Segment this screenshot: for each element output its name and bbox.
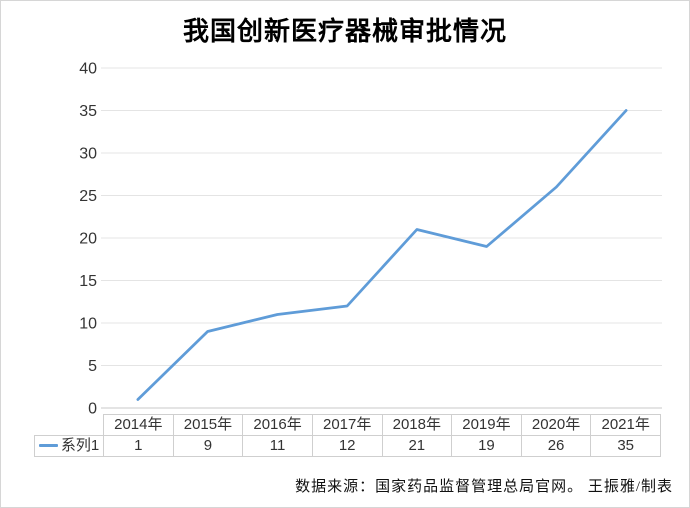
year-header-cell: 2018年	[381, 414, 453, 436]
y-tick-label: 15	[79, 273, 97, 290]
y-tick-label: 40	[79, 61, 97, 78]
year-header-row: 2014年 2015年 2016年 2017年 2018年 2019年 2020年 2021年	[35, 414, 661, 436]
y-tick-label: 30	[79, 146, 97, 163]
y-tick-label: 25	[79, 188, 97, 205]
year-header-cell: 2019年	[451, 414, 522, 436]
value-cell: 12	[311, 435, 383, 457]
value-cell: 19	[451, 435, 522, 457]
y-tick-label: 0	[88, 401, 97, 418]
year-header-cell: 2020年	[520, 414, 592, 436]
y-tick-label: 5	[88, 358, 97, 375]
y-tick-label: 20	[79, 231, 97, 248]
data-source-note: 数据来源：国家药品监督管理总局官网。 王振雅/制表	[295, 479, 673, 495]
value-cell: 35	[590, 435, 661, 457]
value-cell: 21	[381, 435, 453, 457]
value-cell: 11	[242, 435, 313, 457]
data-table: 2014年 2015年 2016年 2017年 2018年 2019年 2020年 2021年…	[34, 414, 661, 457]
year-header-cell: 2016年	[242, 414, 313, 436]
value-cell: 26	[520, 435, 592, 457]
y-tick-label: 35	[79, 103, 97, 120]
legend-label: 系列1	[60, 437, 100, 454]
value-cell: 9	[172, 435, 244, 457]
year-header-cell: 2017年	[311, 414, 383, 436]
series-value-row: 系列1 1 9 11 12 21 19 26 35	[34, 435, 661, 457]
year-header-cell: 2014年	[103, 414, 174, 436]
y-tick-label: 10	[79, 316, 97, 333]
table-corner-blank	[35, 415, 104, 436]
year-header-cell: 2021年	[590, 414, 661, 436]
legend-line-icon	[38, 443, 58, 447]
series-line	[136, 109, 628, 401]
value-cell: 1	[103, 435, 174, 457]
year-header-cell: 2015年	[172, 414, 244, 436]
legend-cell: 系列1	[34, 435, 104, 457]
chart-title: 我国创新医疗器械审批情况	[182, 17, 507, 46]
